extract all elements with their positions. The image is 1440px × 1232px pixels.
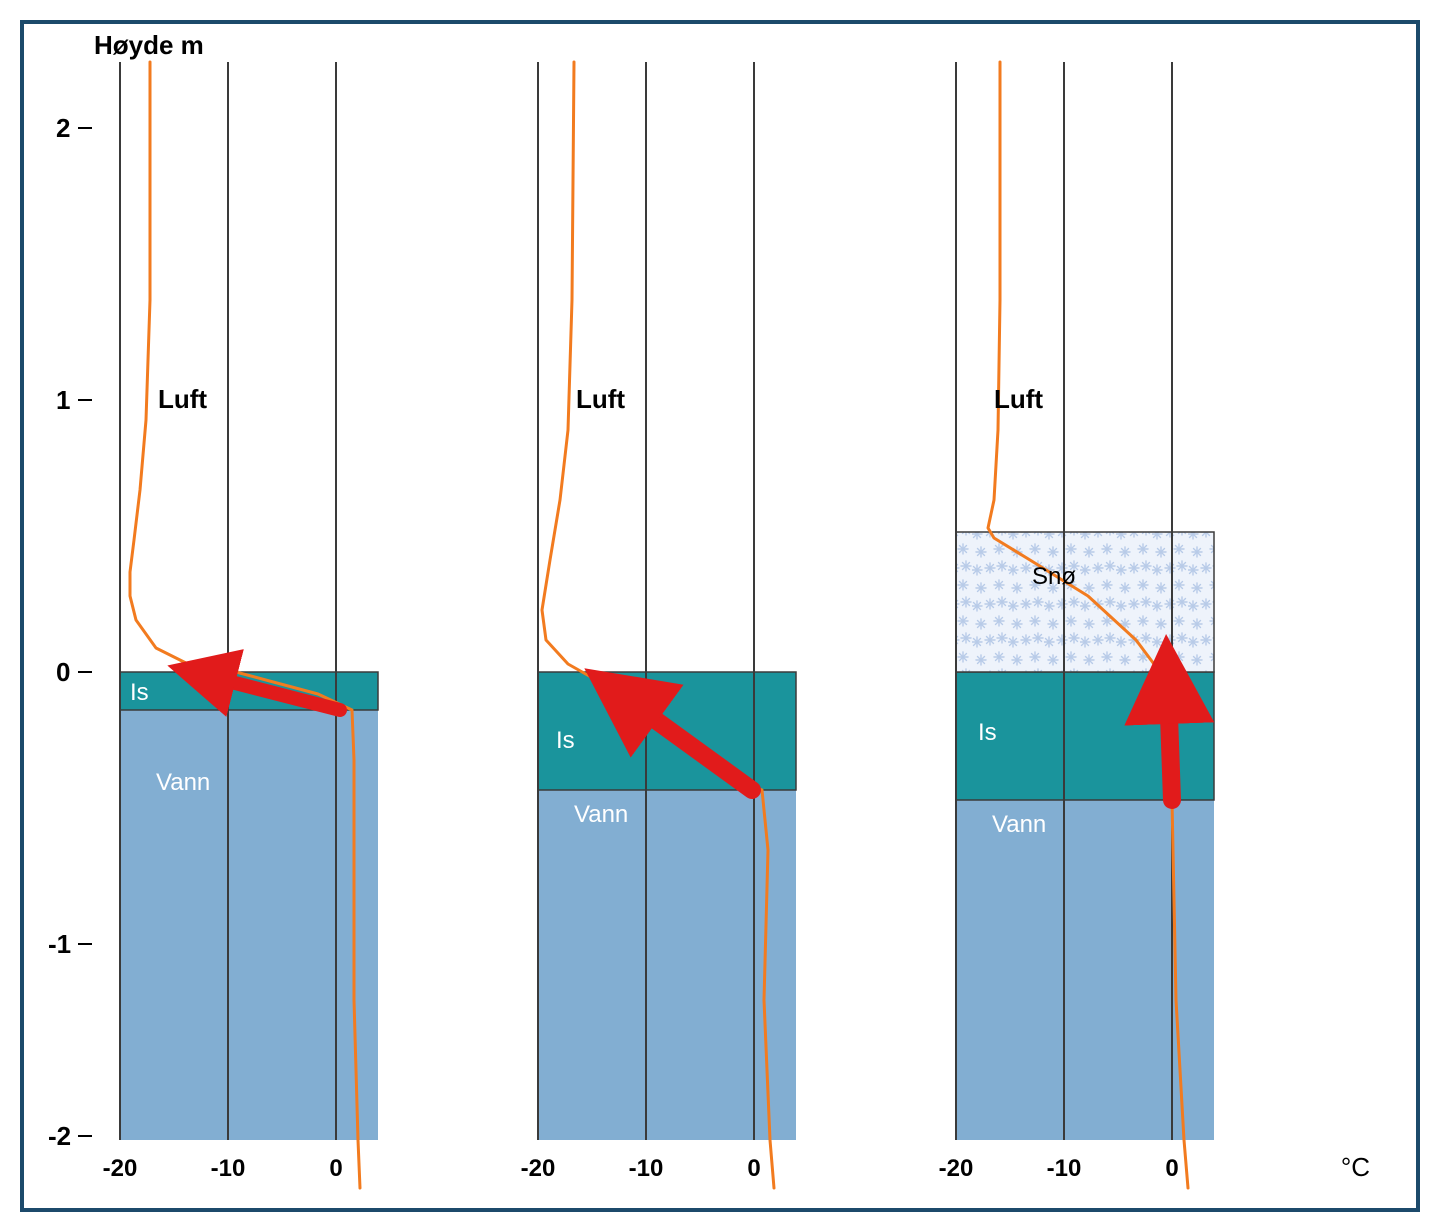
label-is: Is [556,727,575,754]
y-tick-label: 0 [56,657,70,687]
x-tick-label: -10 [629,1155,664,1182]
label-luft: Luft [576,384,625,414]
x-tick-label: 0 [747,1155,760,1182]
label-vann: Vann [156,769,210,796]
water-layer [538,790,796,1140]
label-vann: Vann [992,811,1046,838]
x-tick-label: -20 [103,1155,138,1182]
x-tick-label: -10 [1047,1155,1082,1182]
snow-layer [956,532,1214,672]
y-tick-label: -1 [48,929,71,959]
label-is: Is [978,719,997,746]
diagram-svg: Høyde m 2 1 0 -1 -2 -20 -10 0 Luft Is Vann -20 -10 0 Lu… [0,0,1440,1232]
x-tick-label: -20 [521,1155,556,1182]
label-is: Is [130,679,149,706]
y-tick-label: -2 [48,1121,71,1151]
x-axis-unit: °C [1341,1152,1370,1182]
label-sno: Snø [1032,563,1076,590]
diagram-container: Høyde m 2 1 0 -1 -2 -20 -10 0 Luft Is Vann -20 -10 0 Lu… [0,0,1440,1232]
y-tick-label: 1 [56,385,70,415]
label-luft: Luft [158,384,207,414]
y-tick-label: 2 [56,113,70,143]
label-luft: Luft [994,384,1043,414]
x-tick-label: 0 [1165,1155,1178,1182]
x-tick-label: -10 [211,1155,246,1182]
heat-flow-arrow [1168,688,1172,800]
x-tick-label: 0 [329,1155,342,1182]
label-vann: Vann [574,801,628,828]
y-axis-title: Høyde m [94,30,204,60]
x-tick-label: -20 [939,1155,974,1182]
